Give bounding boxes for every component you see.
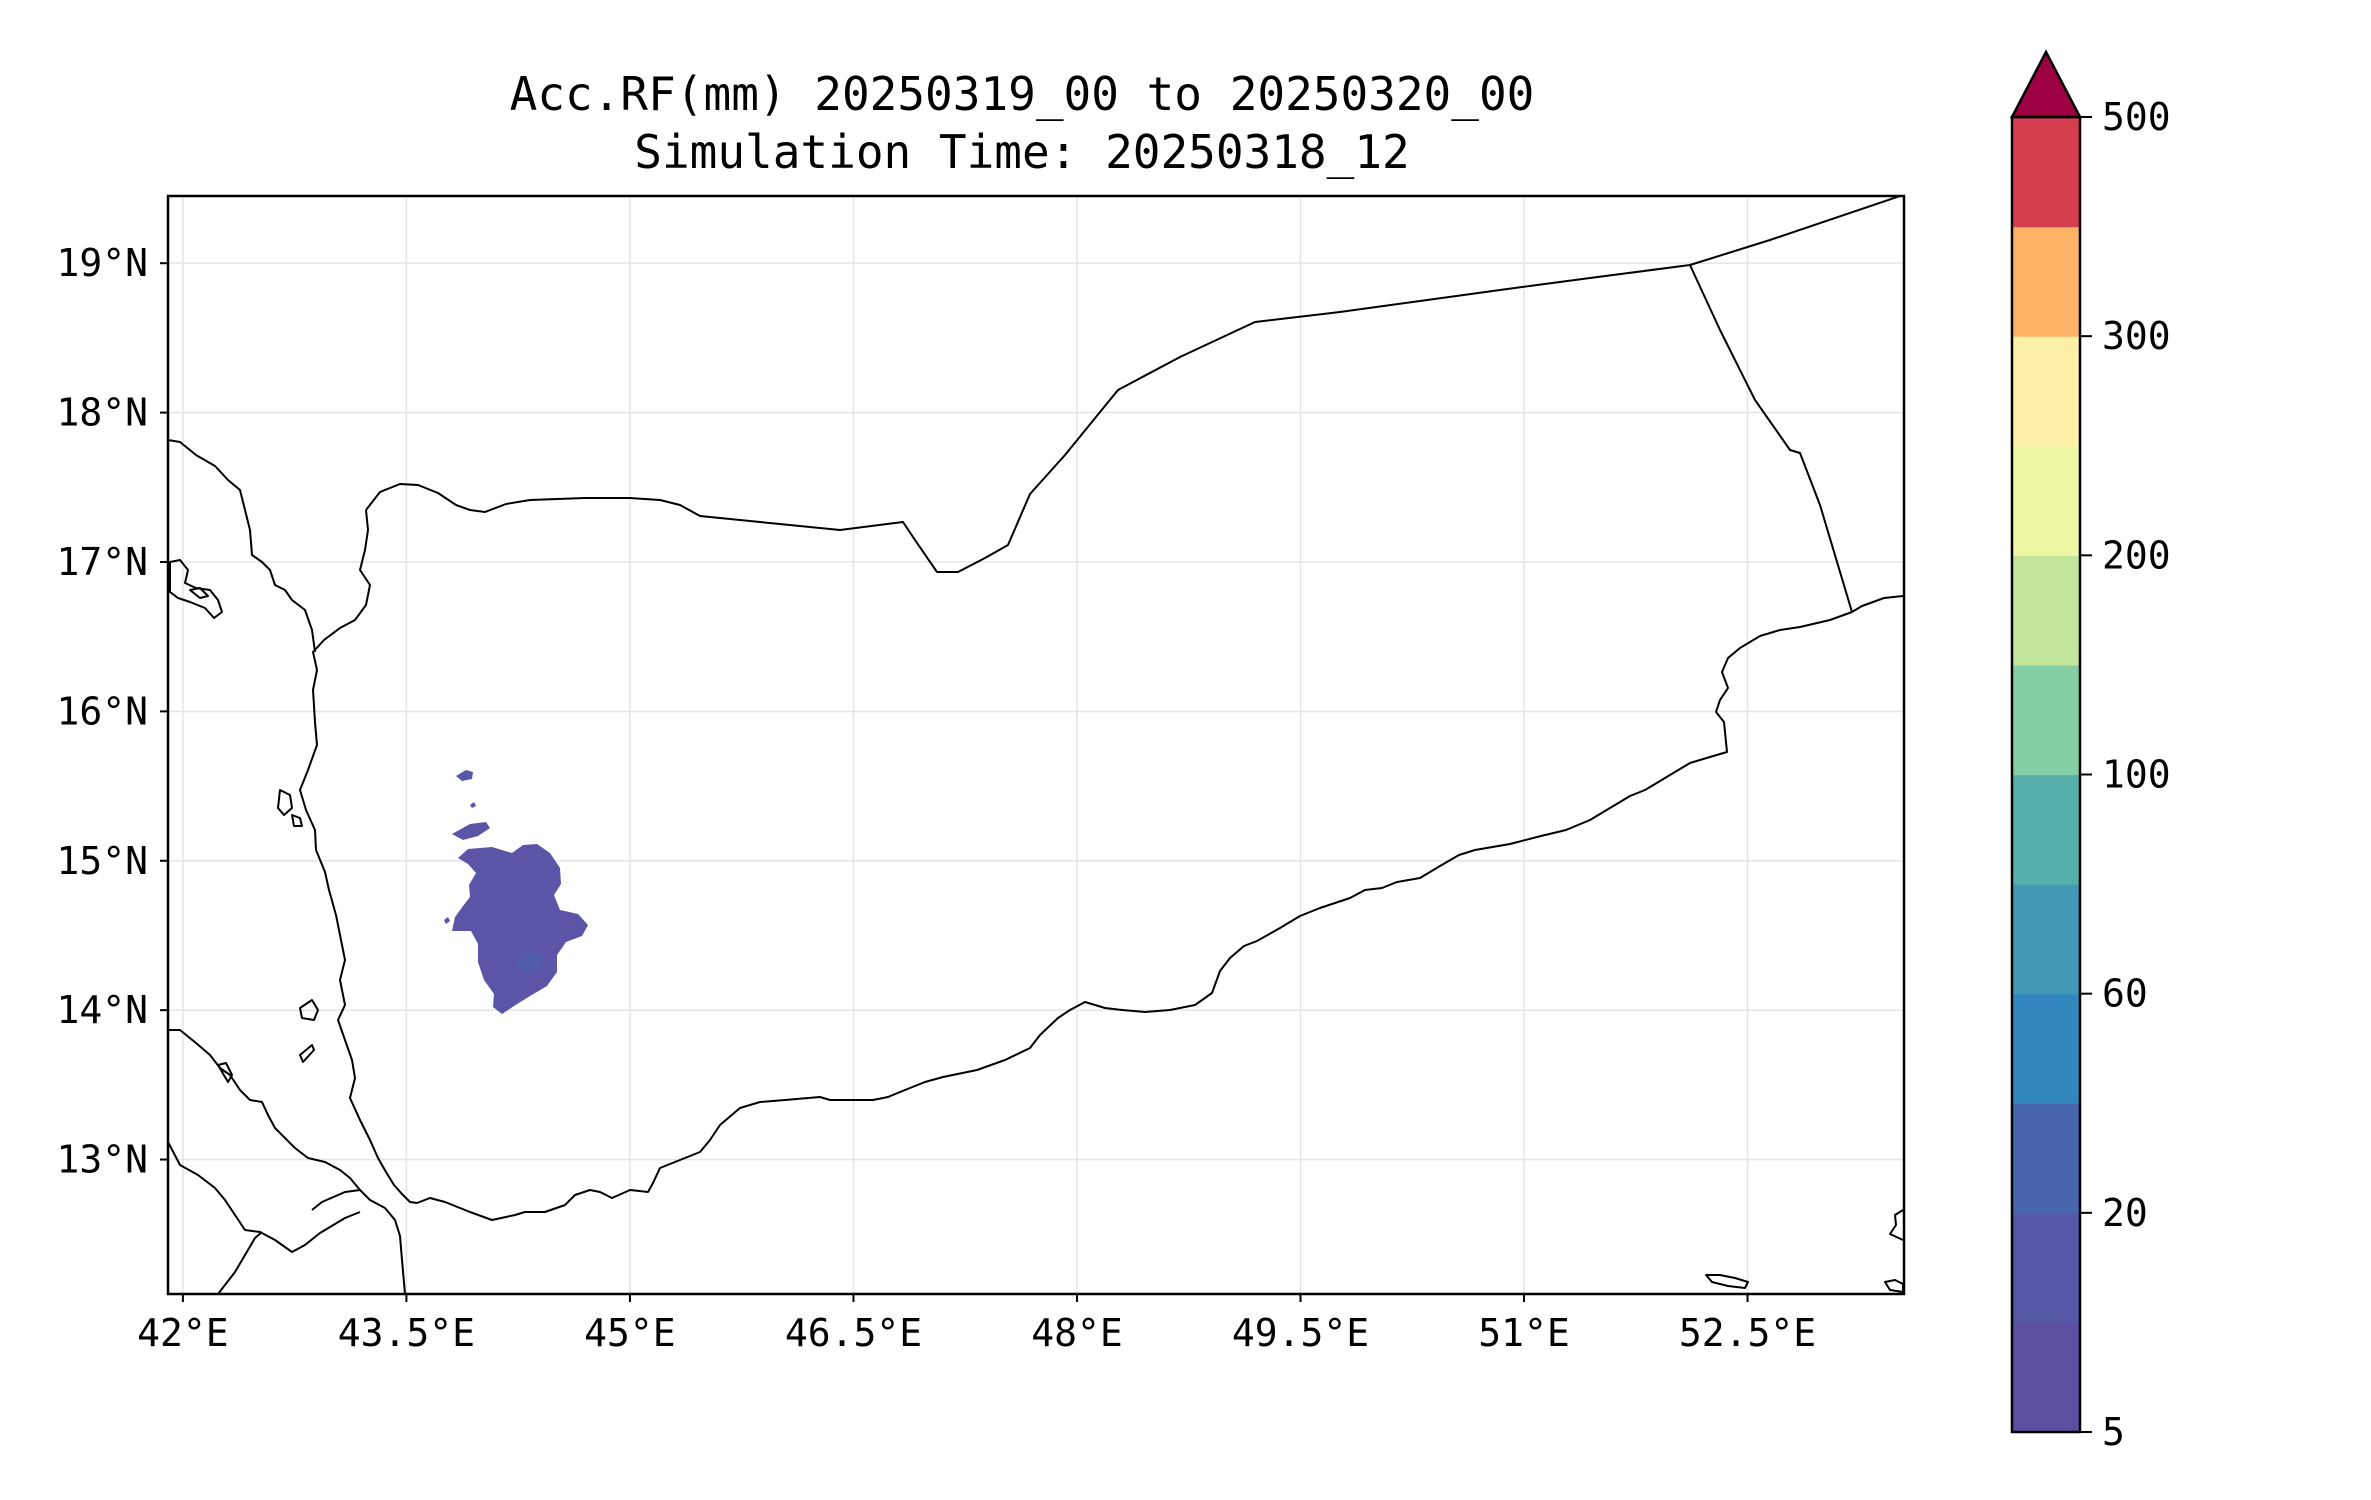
farasan-island-2 xyxy=(189,587,209,599)
colorbar-swatch-3 xyxy=(2012,993,2080,1104)
somalia-tip xyxy=(1889,1209,1904,1241)
lon-tick-label-6: 51°E xyxy=(1478,1311,1570,1355)
yemen-south-coastline xyxy=(299,509,1853,1221)
colorbar-tick-label-0: 5 xyxy=(2102,1410,2125,1454)
latitude-ticks: 13°N 14°N 15°N 16°N 17°N 18°N 19°N xyxy=(56,241,168,1182)
colorbar-tick-label-2: 60 xyxy=(2102,972,2148,1016)
colorbar-swatch-11 xyxy=(2012,117,2080,228)
lat-tick-label-0: 13°N xyxy=(56,1138,148,1182)
colorbar-swatch-9 xyxy=(2012,336,2080,447)
eritrea-djibouti-border xyxy=(217,1231,263,1294)
lon-tick-label-3: 46.5°E xyxy=(785,1311,922,1355)
lat-tick-label-3: 16°N xyxy=(56,689,148,733)
rainfall-area xyxy=(444,770,588,1014)
zubair-island xyxy=(299,999,319,1021)
colorbar-swatch-6 xyxy=(2012,664,2080,776)
lon-tick-label-2: 45°E xyxy=(584,1311,676,1355)
lon-tick-label-0: 42°E xyxy=(137,1311,229,1355)
map-panel: 42°E 43.5°E 45°E 46.5°E 48°E 49.5°E 51°E 52.5°E… xyxy=(56,194,1906,1355)
lat-tick-label-6: 19°N xyxy=(56,241,148,285)
rainfall-patch-small-4 xyxy=(470,802,476,808)
colorbar-tick-label-1: 20 xyxy=(2102,1191,2148,1235)
colorbar-tick-label-4: 200 xyxy=(2102,533,2171,577)
kamaran-island-small xyxy=(291,814,303,827)
figure-title-line-1: Acc.RF(mm) 20250319_00 to 20250320_00 xyxy=(510,67,1535,121)
hanish-island xyxy=(299,1044,315,1063)
yemen-saudi-border xyxy=(365,196,1904,573)
colorbar-swatch-8 xyxy=(2012,445,2080,556)
lat-tick-label-5: 18°N xyxy=(56,391,148,435)
colorbar-tick-label-5: 300 xyxy=(2102,314,2171,358)
colorbar-tick-label-6: 500 xyxy=(2102,95,2171,139)
colorbar-swatch-0 xyxy=(2012,1322,2080,1433)
map-geography xyxy=(168,196,1904,1294)
lon-tick-label-5: 49.5°E xyxy=(1232,1311,1369,1355)
saudi-red-sea-coastline xyxy=(168,439,316,653)
kamaran-island xyxy=(277,789,293,816)
socotra-west xyxy=(1705,1274,1749,1289)
colorbar-ticks: 5 20 60 100 200 300 500 xyxy=(2080,95,2171,1454)
colorbar-extend-triangle xyxy=(2009,49,2083,119)
colorbar-swatch-2 xyxy=(2012,1103,2080,1214)
graticule xyxy=(168,196,1904,1294)
colorbar-swatch-5 xyxy=(2012,774,2080,885)
colorbar-tick-label-3: 100 xyxy=(2102,753,2171,797)
djibouti-somaliland-border xyxy=(311,1189,361,1211)
colorbar-swatches xyxy=(2012,117,2080,1433)
lon-tick-label-7: 52.5°E xyxy=(1679,1311,1816,1355)
rainfall-patch-main xyxy=(452,844,588,1014)
lat-tick-label-4: 17°N xyxy=(56,540,148,584)
eritrea-island xyxy=(217,1062,233,1083)
colorbar: 5 20 60 100 200 300 500 xyxy=(2009,49,2171,1454)
yemen-oman-border xyxy=(1689,264,1853,613)
colorbar-swatch-4 xyxy=(2012,884,2080,995)
longitude-ticks: 42°E 43.5°E 45°E 46.5°E 48°E 49.5°E 51°E 52.5°E xyxy=(137,1294,1816,1355)
farasan-island-1 xyxy=(169,559,223,619)
rainfall-patch-small-2 xyxy=(456,770,473,781)
lat-tick-label-2: 15°N xyxy=(56,839,148,883)
colorbar-swatch-10 xyxy=(2012,226,2080,337)
colorbar-swatch-1 xyxy=(2012,1212,2080,1324)
oman-coastline xyxy=(1851,595,1904,613)
lon-tick-label-1: 43.5°E xyxy=(338,1311,475,1355)
lat-tick-label-1: 14°N xyxy=(56,988,148,1032)
rainfall-patch-small-1 xyxy=(452,822,490,840)
map-frame xyxy=(166,194,1906,1296)
rainfall-patch-core xyxy=(516,950,545,972)
rainfall-patch-small-3 xyxy=(444,917,450,924)
djibouti-coastline xyxy=(168,1141,361,1253)
colorbar-swatch-7 xyxy=(2012,555,2080,666)
lon-tick-label-4: 48°E xyxy=(1031,1311,1123,1355)
map-background xyxy=(168,196,1904,1294)
coastlines-and-borders xyxy=(168,196,1904,1294)
figure-title-line-2: Simulation Time: 20250318_12 xyxy=(634,125,1409,179)
